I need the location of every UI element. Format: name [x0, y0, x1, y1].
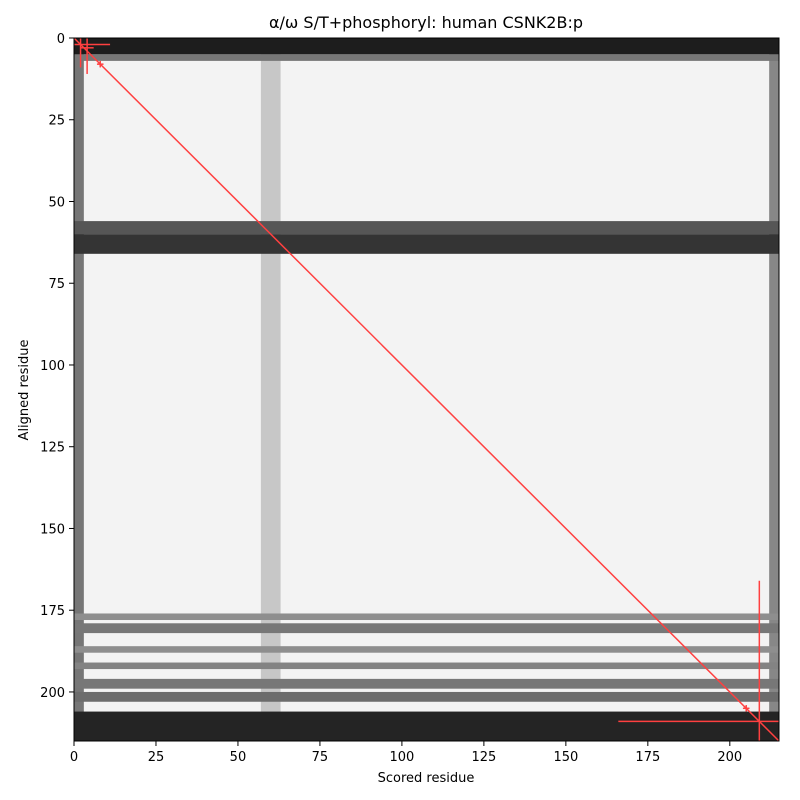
y-tick-label: 0: [57, 32, 65, 47]
heatmap-dark-row: [74, 691, 779, 702]
heatmap-dark-row: [74, 678, 779, 689]
y-tick-label: 25: [48, 114, 65, 129]
overlay-layer: [74, 38, 779, 741]
plot-frame: [73, 37, 780, 742]
y-tick-label: 200: [40, 686, 65, 701]
y-tick-label: 150: [40, 522, 65, 537]
heatmap-dark-row: [74, 234, 779, 254]
heatmap-dark-column: [260, 38, 281, 741]
x-tick-label: 150: [553, 750, 578, 765]
y-tick-label: 125: [40, 441, 65, 456]
y-tick-label: 75: [48, 277, 65, 292]
x-tick-label: 75: [312, 750, 329, 765]
x-axis: 0 25 50 75 100 125 150 175 200: [70, 741, 742, 765]
x-axis-label: Scored residue: [378, 771, 475, 786]
x-tick-label: 200: [717, 750, 742, 765]
x-tick-label: 25: [148, 750, 165, 765]
heatmap-dark-row: [74, 221, 779, 235]
heatmap-image: [74, 38, 779, 741]
x-tick-label: 100: [389, 750, 414, 765]
heatmap-dark-column: [769, 38, 779, 741]
y-axis-label: Aligned residue: [17, 340, 32, 441]
heatmap-dark-row: [74, 662, 779, 670]
y-tick-label: 175: [40, 604, 65, 619]
x-tick-label: 175: [635, 750, 660, 765]
x-tick-label: 125: [471, 750, 496, 765]
x-tick-label: 0: [70, 750, 78, 765]
chart-title: α/ω S/T+phosphoryl: human CSNK2B:p: [269, 13, 583, 32]
y-tick-label: 100: [40, 359, 65, 374]
y-tick-label: 50: [48, 195, 65, 210]
heatmap-dark-row: [74, 646, 779, 653]
x-tick-label: 50: [230, 750, 247, 765]
diagonal-line: [74, 38, 779, 741]
heatmap-dark-column: [74, 38, 84, 741]
heatmap-dark-row: [74, 711, 779, 741]
heatmap-dark-row: [74, 38, 779, 55]
heatmap-dark-row: [74, 54, 779, 61]
heatmap-dark-row: [74, 623, 779, 634]
heatmap-dark-row: [74, 613, 779, 621]
y-axis: 0 25 50 75 100 125 150 175 200: [40, 32, 74, 701]
